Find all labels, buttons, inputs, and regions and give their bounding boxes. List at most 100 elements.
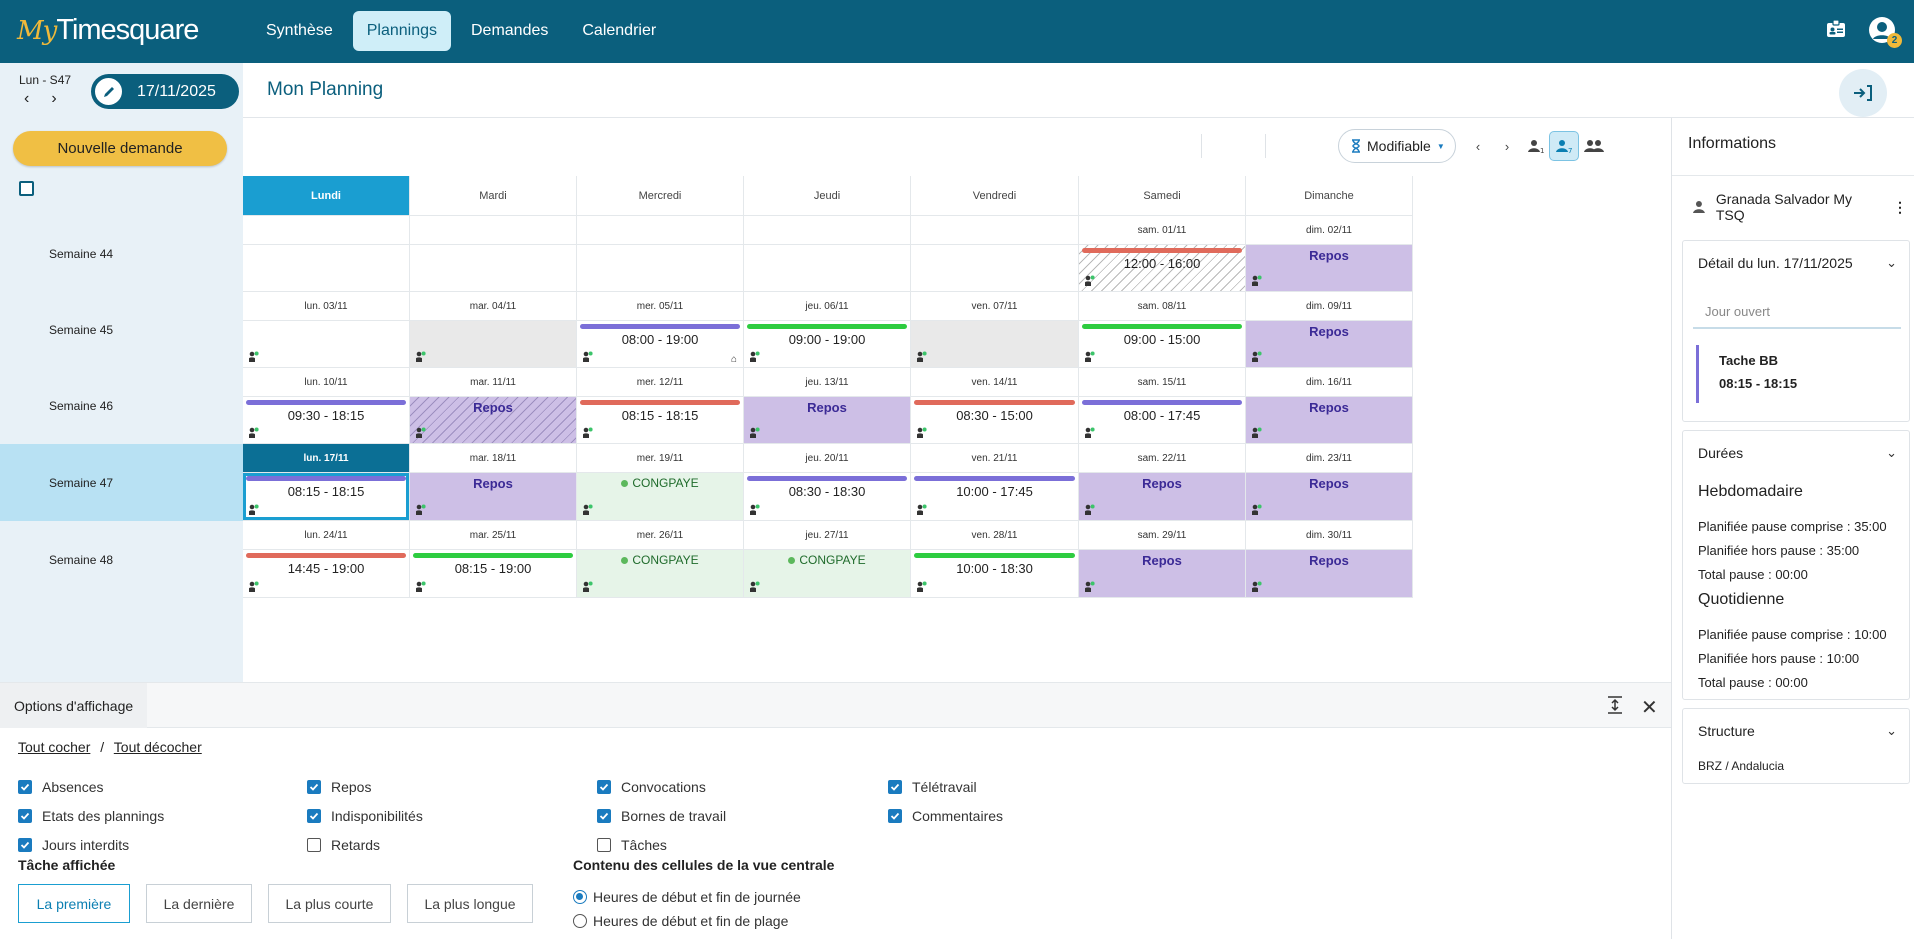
checkbox-unchecked-icon[interactable] bbox=[307, 838, 321, 852]
checkbox-checked-icon[interactable] bbox=[18, 809, 32, 823]
planning-cell[interactable] bbox=[911, 216, 1079, 292]
collapse-panel-button[interactable] bbox=[1839, 69, 1887, 117]
week-label[interactable]: Semaine 46 bbox=[49, 399, 114, 413]
checkbox-checked-icon[interactable] bbox=[888, 780, 902, 794]
task-filter-button[interactable]: La plus longue bbox=[407, 884, 533, 923]
pencil-icon[interactable] bbox=[93, 76, 124, 107]
prev-week-icon[interactable]: ‹ bbox=[24, 90, 30, 107]
planning-cell[interactable]: sam. 01/11 12:00 - 16:00 bbox=[1079, 216, 1246, 292]
week-label[interactable]: Semaine 48 bbox=[49, 552, 114, 567]
planning-cell[interactable]: sam. 08/11 09:00 - 15:00 bbox=[1079, 292, 1246, 368]
option-checkbox[interactable]: Bornes de travail bbox=[597, 808, 726, 824]
planning-cell[interactable]: dim. 16/11 Repos bbox=[1246, 368, 1413, 444]
week-label[interactable]: Semaine 47 bbox=[0, 444, 243, 521]
task-filter-button[interactable]: La plus courte bbox=[268, 884, 391, 923]
planning-cell[interactable] bbox=[577, 216, 744, 292]
app-logo[interactable]: MyTimesquare bbox=[17, 14, 199, 47]
option-checkbox[interactable]: Commentaires bbox=[888, 808, 1003, 824]
durations-title[interactable]: Durées bbox=[1698, 445, 1744, 461]
option-checkbox[interactable]: Indisponibilités bbox=[307, 808, 423, 824]
planning-cell[interactable]: ven. 28/11 10:00 - 18:30 bbox=[911, 521, 1079, 598]
planning-cell[interactable]: mer. 19/11 CONGPAYE bbox=[577, 444, 744, 521]
new-request-button[interactable]: Nouvelle demande bbox=[13, 131, 227, 166]
planning-cell[interactable]: jeu. 13/11 Repos bbox=[744, 368, 911, 444]
planning-cell[interactable]: ven. 07/11 bbox=[911, 292, 1079, 368]
nav-item[interactable]: Plannings bbox=[352, 11, 451, 51]
content-radio[interactable]: Heures de début et fin de journée bbox=[573, 889, 801, 905]
planning-cell[interactable]: dim. 09/11 Repos bbox=[1246, 292, 1413, 368]
week-label[interactable]: Semaine 44 bbox=[49, 247, 114, 261]
checkbox-checked-icon[interactable] bbox=[597, 780, 611, 794]
planning-cell[interactable]: lun. 10/11 09:30 - 18:15 bbox=[243, 368, 410, 444]
close-icon[interactable]: ✕ bbox=[1641, 697, 1658, 719]
task-filter-button[interactable]: La première bbox=[18, 884, 130, 923]
planning-cell[interactable]: ven. 21/11 10:00 - 17:45 bbox=[911, 444, 1079, 521]
planning-cell[interactable]: jeu. 27/11 CONGPAYE bbox=[744, 521, 911, 598]
chevron-down-icon[interactable]: ⌄ bbox=[1886, 445, 1897, 460]
radio-selected-icon[interactable] bbox=[573, 890, 587, 904]
select-all-checkbox[interactable] bbox=[19, 181, 34, 196]
mode-dropdown[interactable]: Modifiable ▼ bbox=[1338, 129, 1456, 163]
radio-unselected-icon[interactable] bbox=[573, 914, 587, 928]
planning-cell[interactable]: mar. 04/11 bbox=[410, 292, 577, 368]
planning-cell[interactable]: ven. 14/11 08:30 - 15:00 bbox=[911, 368, 1079, 444]
nav-item[interactable]: Synthèse bbox=[266, 22, 333, 39]
option-checkbox[interactable]: Absences bbox=[18, 779, 103, 795]
option-checkbox[interactable]: Tâches bbox=[597, 837, 667, 853]
checkbox-checked-icon[interactable] bbox=[597, 809, 611, 823]
planning-cell[interactable]: mar. 11/11 Repos bbox=[410, 368, 577, 444]
planning-cell[interactable]: sam. 29/11 Repos bbox=[1079, 521, 1246, 598]
expand-icon[interactable] bbox=[1606, 696, 1624, 717]
planning-cell[interactable]: sam. 22/11 Repos bbox=[1079, 444, 1246, 521]
week-label[interactable]: Semaine 45 bbox=[49, 323, 114, 337]
next-week-icon[interactable]: › bbox=[51, 90, 57, 107]
nav-item[interactable]: Demandes bbox=[471, 22, 549, 39]
planning-cell[interactable] bbox=[744, 216, 911, 292]
prev-period-button[interactable]: ‹ bbox=[1475, 138, 1481, 154]
view-week-user-icon[interactable]: 7 bbox=[1549, 131, 1579, 161]
option-checkbox[interactable]: Retards bbox=[307, 837, 380, 853]
view-single-user-icon[interactable]: 1 bbox=[1521, 131, 1551, 161]
planning-cell[interactable]: lun. 17/11 08:15 - 18:15 bbox=[243, 444, 410, 521]
option-checkbox[interactable]: Télétravail bbox=[888, 779, 977, 795]
planning-cell[interactable]: mer. 26/11 CONGPAYE bbox=[577, 521, 744, 598]
uncheck-all-link[interactable]: Tout décocher bbox=[113, 739, 202, 755]
planning-cell[interactable]: dim. 02/11 Repos bbox=[1246, 216, 1413, 292]
checkbox-checked-icon[interactable] bbox=[888, 809, 902, 823]
checkbox-checked-icon[interactable] bbox=[307, 809, 321, 823]
planning-cell[interactable]: jeu. 20/11 08:30 - 18:30 bbox=[744, 444, 911, 521]
checkbox-checked-icon[interactable] bbox=[307, 780, 321, 794]
more-vertical-icon[interactable]: ⋮ bbox=[1893, 198, 1907, 215]
detail-title[interactable]: Détail du lun. 17/11/2025 bbox=[1698, 255, 1853, 271]
account-icon[interactable]: 2 bbox=[1868, 16, 1902, 48]
planning-cell[interactable]: mer. 12/11 08:15 - 18:15 bbox=[577, 368, 744, 444]
planning-cell[interactable]: dim. 23/11 Repos bbox=[1246, 444, 1413, 521]
content-radio[interactable]: Heures de début et fin de plage bbox=[573, 913, 788, 929]
view-team-icon[interactable] bbox=[1579, 131, 1609, 161]
checkbox-checked-icon[interactable] bbox=[18, 838, 32, 852]
planning-cell[interactable]: jeu. 06/11 09:00 - 19:00 bbox=[744, 292, 911, 368]
structure-title[interactable]: Structure bbox=[1698, 723, 1755, 739]
nav-item[interactable]: Calendrier bbox=[582, 22, 657, 39]
checkbox-checked-icon[interactable] bbox=[18, 780, 32, 794]
badge-id-icon[interactable] bbox=[1826, 18, 1846, 42]
planning-cell[interactable] bbox=[410, 216, 577, 292]
planning-cell[interactable]: sam. 15/11 08:00 - 17:45 bbox=[1079, 368, 1246, 444]
planning-cell[interactable]: mar. 25/11 08:15 - 19:00 bbox=[410, 521, 577, 598]
task-filter-button[interactable]: La dernière bbox=[146, 884, 252, 923]
option-checkbox[interactable]: Convocations bbox=[597, 779, 706, 795]
option-checkbox[interactable]: Repos bbox=[307, 779, 371, 795]
check-all-link[interactable]: Tout cocher bbox=[18, 739, 91, 755]
planning-cell[interactable] bbox=[243, 216, 410, 292]
chevron-down-icon[interactable]: ⌄ bbox=[1886, 255, 1897, 270]
chevron-down-icon[interactable]: ⌄ bbox=[1886, 723, 1897, 738]
next-period-button[interactable]: › bbox=[1504, 138, 1510, 154]
planning-cell[interactable]: mer. 05/11 08:00 - 19:00 ⌂ bbox=[577, 292, 744, 368]
checkbox-unchecked-icon[interactable] bbox=[597, 838, 611, 852]
planning-cell[interactable]: lun. 03/11 bbox=[243, 292, 410, 368]
planning-cell[interactable]: dim. 30/11 Repos bbox=[1246, 521, 1413, 598]
planning-cell[interactable]: mar. 18/11 Repos bbox=[410, 444, 577, 521]
option-checkbox[interactable]: Etats des plannings bbox=[18, 808, 164, 824]
planning-cell[interactable]: lun. 24/11 14:45 - 19:00 bbox=[243, 521, 410, 598]
date-pill[interactable]: 17/11/2025 bbox=[91, 74, 239, 109]
